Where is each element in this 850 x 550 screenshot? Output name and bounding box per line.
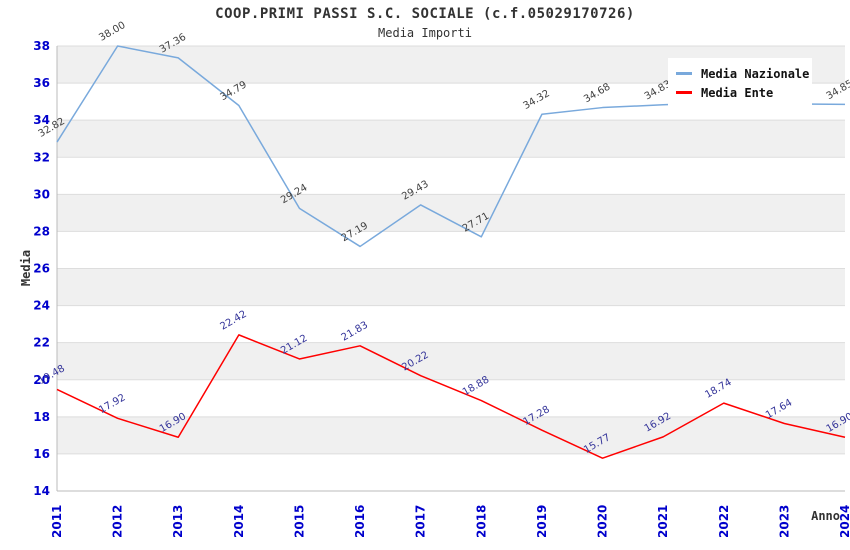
y-tick-label: 20 [33, 373, 50, 387]
y-tick-label: 26 [33, 262, 50, 276]
x-tick-label: 2017 [414, 505, 428, 538]
legend: Media Nazionale Media Ente [668, 58, 812, 108]
legend-swatch-blue-line [676, 72, 692, 75]
y-tick-label: 32 [33, 150, 50, 164]
y-tick-label: 30 [33, 187, 50, 201]
y-tick-label: 16 [33, 447, 50, 461]
data-point-label: 17.92 [97, 392, 127, 416]
data-point-label: 19.48 [37, 363, 67, 387]
y-tick-label: 18 [33, 410, 50, 424]
x-tick-label: 2019 [535, 505, 549, 538]
x-tick-label: 2022 [717, 505, 731, 538]
series-line-media-ente [56, 334, 846, 459]
background-band [57, 194, 845, 232]
y-tick-label: 24 [33, 299, 50, 313]
chart-subtitle: Media Importi [378, 26, 472, 40]
legend-swatch-red-line [676, 91, 692, 94]
x-tick-label: 2023 [777, 505, 791, 538]
legend-label-media-ente: Media Ente [701, 85, 774, 100]
legend-label-media-nazionale: Media Nazionale [701, 66, 810, 81]
y-tick-label: 14 [33, 484, 50, 498]
x-tick-label: 2011 [50, 505, 64, 538]
x-tick-label: 2018 [474, 505, 488, 538]
x-tick-label: 2016 [353, 505, 367, 538]
x-tick-label: 2024 [838, 505, 850, 538]
data-point-label: 22.42 [218, 309, 248, 333]
chart-title: COOP.PRIMI PASSI S.C. SOCIALE (c.f.05029… [215, 6, 635, 22]
data-point-label: 18.74 [703, 377, 733, 401]
legend-item-media-nazionale: Media Nazionale [676, 64, 809, 83]
data-point-label: 21.83 [340, 320, 370, 344]
background-band [57, 416, 845, 454]
x-tick-label: 2014 [232, 505, 246, 538]
y-axis-title: Media [19, 250, 33, 286]
background-band [57, 342, 845, 380]
y-tick-label: 22 [33, 336, 50, 350]
background-band [57, 120, 845, 158]
x-axis-title: Anno [811, 509, 840, 523]
y-tick-label: 36 [33, 76, 50, 90]
data-point-label: 34.32 [522, 88, 552, 112]
background-band [57, 268, 845, 306]
x-tick-label: 2020 [596, 505, 610, 538]
x-tick-label: 2015 [292, 505, 306, 538]
y-tick-label: 38 [33, 39, 50, 53]
legend-item-media-ente: Media Ente [676, 83, 804, 102]
x-tick-label: 2012 [111, 505, 125, 538]
data-point-label: 34.68 [582, 81, 612, 105]
y-tick-label: 34 [33, 113, 50, 127]
y-tick-label: 28 [33, 224, 50, 238]
x-tick-label: 2021 [656, 505, 670, 538]
x-tick-label: 2013 [171, 505, 185, 538]
